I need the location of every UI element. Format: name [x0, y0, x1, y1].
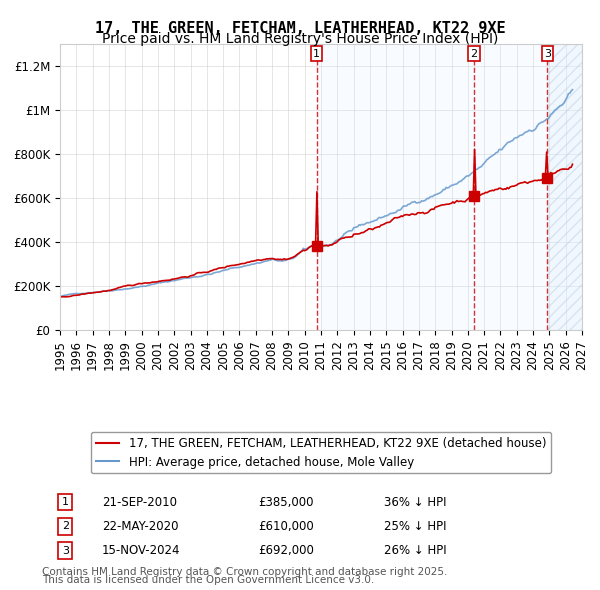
Text: £385,000: £385,000 [259, 496, 314, 509]
Bar [547, 44, 582, 330]
Text: 2: 2 [470, 48, 478, 58]
Text: 26% ↓ HPI: 26% ↓ HPI [383, 544, 446, 557]
Text: 1: 1 [313, 48, 320, 58]
Text: 15-NOV-2024: 15-NOV-2024 [102, 544, 180, 557]
Bar [317, 44, 474, 330]
Legend: 17, THE GREEN, FETCHAM, LEATHERHEAD, KT22 9XE (detached house), HPI: Average pri: 17, THE GREEN, FETCHAM, LEATHERHEAD, KT2… [91, 432, 551, 473]
Text: 3: 3 [544, 48, 551, 58]
Text: 36% ↓ HPI: 36% ↓ HPI [383, 496, 446, 509]
Text: 25% ↓ HPI: 25% ↓ HPI [383, 520, 446, 533]
Bar [547, 44, 582, 330]
Bar [474, 44, 547, 330]
Text: 3: 3 [62, 546, 69, 556]
Text: 17, THE GREEN, FETCHAM, LEATHERHEAD, KT22 9XE: 17, THE GREEN, FETCHAM, LEATHERHEAD, KT2… [95, 21, 505, 35]
Text: Price paid vs. HM Land Registry's House Price Index (HPI): Price paid vs. HM Land Registry's House … [102, 32, 498, 47]
Text: £692,000: £692,000 [259, 544, 314, 557]
Text: 22-MAY-2020: 22-MAY-2020 [102, 520, 178, 533]
Text: Contains HM Land Registry data © Crown copyright and database right 2025.: Contains HM Land Registry data © Crown c… [42, 567, 448, 577]
Text: 1: 1 [62, 497, 69, 507]
Text: £610,000: £610,000 [259, 520, 314, 533]
Text: 21-SEP-2010: 21-SEP-2010 [102, 496, 177, 509]
Text: 2: 2 [62, 522, 69, 532]
Text: This data is licensed under the Open Government Licence v3.0.: This data is licensed under the Open Gov… [42, 575, 374, 585]
